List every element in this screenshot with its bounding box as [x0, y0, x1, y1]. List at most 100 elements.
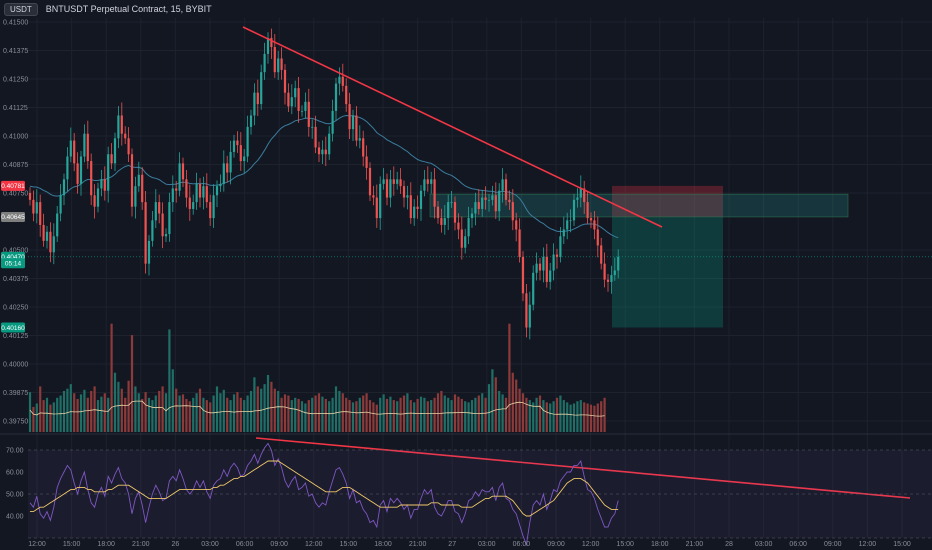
volume-bar — [304, 403, 307, 432]
candle — [596, 216, 599, 258]
volume-bar — [559, 395, 562, 432]
candle-body — [185, 179, 188, 198]
volume-bar — [117, 381, 120, 432]
volume-bar — [147, 397, 151, 432]
time-tick-label: 06:00 — [236, 541, 254, 548]
candle — [351, 109, 355, 142]
candle — [532, 265, 535, 311]
candle — [392, 166, 395, 196]
candle-body — [171, 188, 174, 203]
candle — [460, 216, 463, 260]
volume-bar — [270, 381, 273, 432]
candle-body — [351, 115, 355, 130]
candle — [338, 67, 341, 96]
volume-bar — [392, 400, 395, 432]
candle-body — [589, 218, 593, 221]
candle — [569, 209, 572, 233]
candle-body — [178, 163, 181, 191]
candle-body — [62, 179, 66, 196]
time-tick-label: 28 — [725, 541, 733, 548]
candle — [304, 92, 307, 119]
candle-body — [409, 195, 412, 219]
time-tick-label: 18:00 — [374, 541, 392, 548]
volume-bar — [440, 390, 443, 432]
trendlines[interactable] — [242, 26, 911, 499]
candle — [549, 262, 552, 290]
volume-bar — [447, 397, 450, 432]
candle — [515, 212, 518, 242]
volume-bar — [375, 404, 378, 432]
candle-body — [232, 140, 236, 152]
candle-body — [358, 138, 361, 141]
candle-body — [270, 37, 273, 48]
candle-body — [290, 97, 293, 107]
candle-body — [555, 254, 559, 257]
candle-body — [372, 195, 375, 198]
candle-body — [66, 156, 69, 180]
candle — [314, 115, 317, 154]
volume-bar — [569, 404, 572, 432]
candle-body — [450, 202, 453, 203]
candle-body — [338, 76, 341, 84]
candle — [579, 175, 582, 208]
candle — [154, 189, 157, 229]
candle-body — [113, 138, 117, 164]
candle-body — [314, 126, 317, 148]
volume-bar — [341, 393, 344, 432]
price-tick-label: 0.40375 — [3, 276, 28, 283]
candle — [90, 153, 93, 206]
candle — [610, 265, 613, 294]
price-tag-box — [1, 322, 25, 333]
candle-body — [134, 186, 137, 207]
volume-bar — [171, 369, 174, 432]
volume-bar — [545, 402, 548, 432]
volume-bar — [283, 394, 287, 432]
volume-bar — [188, 401, 191, 432]
candle-body — [474, 202, 477, 214]
volume-bar — [487, 384, 491, 432]
volume-bar — [239, 397, 242, 432]
volume-bar — [396, 401, 399, 432]
candle-body — [467, 218, 470, 237]
time-tick-label: 12:00 — [582, 541, 600, 548]
candle-body — [219, 183, 222, 187]
candle-body — [402, 186, 406, 198]
volume-bar — [42, 400, 45, 432]
volume-bar — [290, 400, 293, 432]
candle-body — [549, 270, 552, 282]
candle-body — [300, 110, 304, 112]
volume-bar — [542, 400, 545, 432]
currency-button[interactable]: USDT — [4, 2, 38, 16]
candle — [42, 213, 45, 247]
volume-bar — [372, 402, 375, 432]
candle — [56, 205, 59, 243]
volume-bar — [457, 396, 460, 432]
volume-bar — [219, 393, 222, 432]
candle — [365, 145, 368, 180]
candle-body — [484, 197, 487, 200]
volume-bar — [35, 403, 38, 432]
ema-line — [29, 114, 619, 239]
volume-bar — [413, 402, 416, 432]
position-tool[interactable] — [28, 185, 932, 328]
candle-body — [239, 145, 242, 162]
volume-bar — [368, 400, 372, 432]
candle — [256, 79, 259, 116]
candle-body — [579, 188, 582, 198]
candle — [355, 106, 358, 147]
candle — [501, 168, 504, 203]
candle-body — [212, 195, 215, 219]
candle-body — [572, 199, 576, 221]
volume-bar — [137, 393, 140, 432]
candle — [158, 194, 161, 224]
candle-body — [107, 154, 110, 191]
candle-body — [158, 202, 161, 214]
candle-body — [518, 229, 521, 257]
candle-body — [198, 183, 202, 198]
volume-bar — [76, 398, 79, 432]
rsi-pane: 70.00 60.00 50.00 40.00 — [0, 433, 932, 547]
volume-bar — [124, 397, 127, 432]
